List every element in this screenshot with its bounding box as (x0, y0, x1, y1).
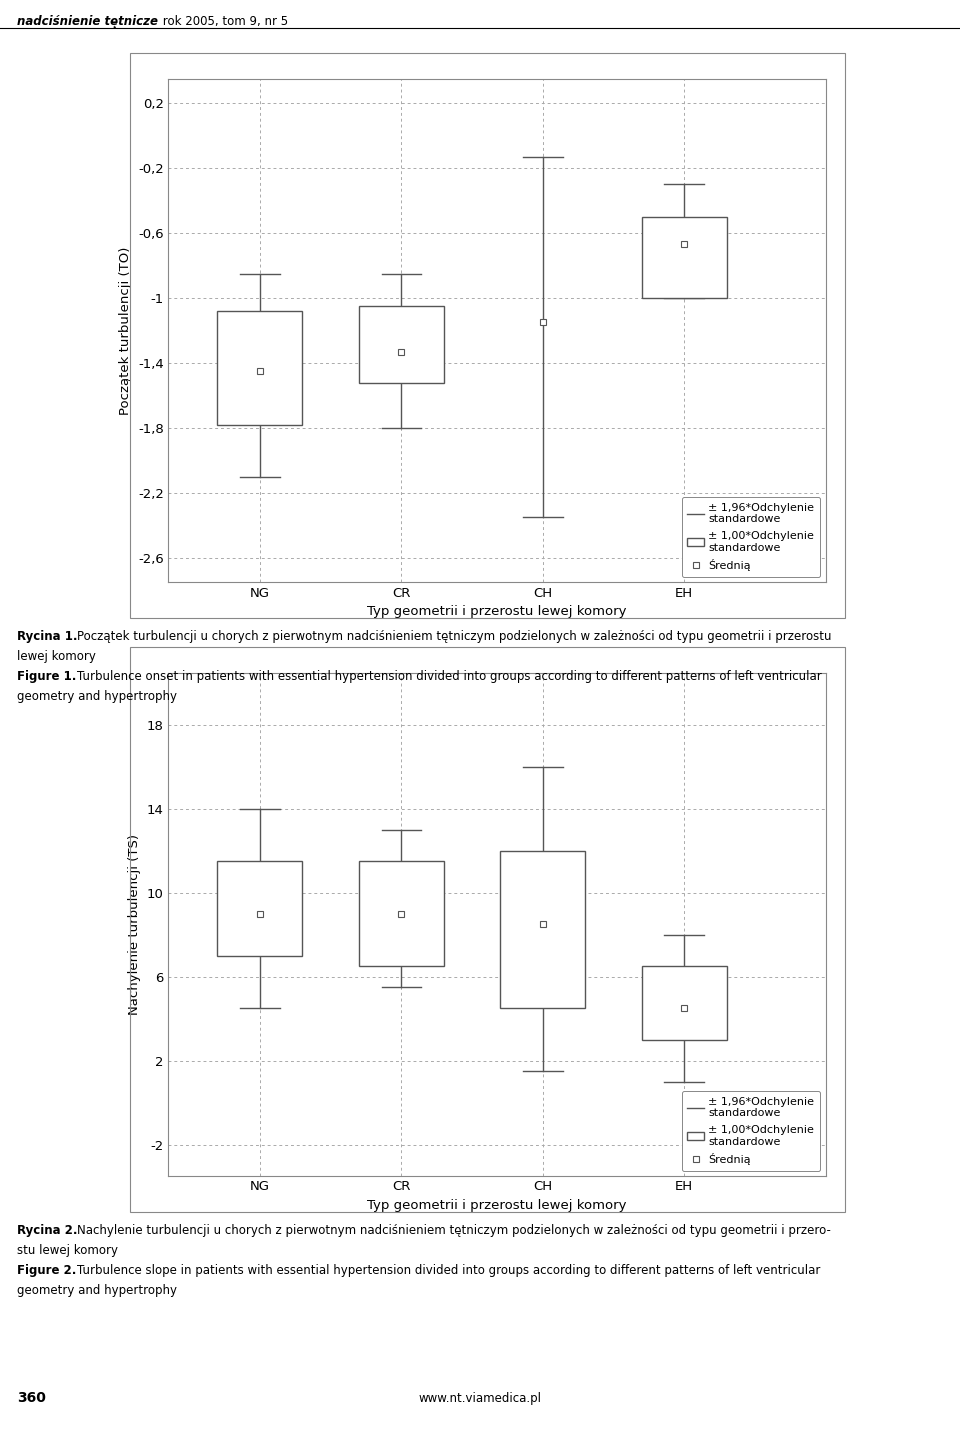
Text: stu lewej komory: stu lewej komory (17, 1244, 118, 1256)
Text: lewej komory: lewej komory (17, 650, 96, 663)
X-axis label: Typ geometrii i przerostu lewej komory: Typ geometrii i przerostu lewej komory (367, 605, 627, 618)
Text: Turbulence onset in patients with essential hypertension divided into groups acc: Turbulence onset in patients with essent… (77, 670, 822, 683)
Text: Figure 2.: Figure 2. (17, 1264, 77, 1276)
Bar (500, 851, 586, 1009)
Bar (218, 311, 302, 425)
Y-axis label: Nachylenie turbulencji (TS): Nachylenie turbulencji (TS) (129, 834, 141, 1015)
Legend: ± 1,96*Odchylenie
standardowe, ± 1,00*Odchylenie
standardowe, Średnią: ± 1,96*Odchylenie standardowe, ± 1,00*Od… (682, 1090, 820, 1171)
Text: Nachylenie turbulencji u chorych z pierwotnym nadciśnieniem tętniczym podzielony: Nachylenie turbulencji u chorych z pierw… (77, 1224, 830, 1236)
Text: 360: 360 (17, 1391, 46, 1405)
Text: Rycina 1.: Rycina 1. (17, 630, 78, 643)
Y-axis label: Początek turbulencji (TO): Początek turbulencji (TO) (119, 246, 132, 415)
Legend: ± 1,96*Odchylenie
standardowe, ± 1,00*Odchylenie
standardowe, Średnią: ± 1,96*Odchylenie standardowe, ± 1,00*Od… (682, 497, 820, 577)
Text: www.nt.viamedica.pl: www.nt.viamedica.pl (419, 1392, 541, 1405)
Bar (641, 218, 727, 298)
Bar (359, 306, 444, 382)
Bar (359, 861, 444, 966)
X-axis label: Typ geometrii i przerostu lewej komory: Typ geometrii i przerostu lewej komory (367, 1199, 627, 1212)
Text: Początek turbulencji u chorych z pierwotnym nadciśnieniem tętniczym podzielonych: Początek turbulencji u chorych z pierwot… (77, 630, 831, 643)
Text: nadciśnienie tętnicze: nadciśnienie tętnicze (17, 16, 158, 29)
Text: Rycina 2.: Rycina 2. (17, 1224, 78, 1236)
Text: Figure 1.: Figure 1. (17, 670, 77, 683)
Bar (641, 966, 727, 1040)
Text: rok 2005, tom 9, nr 5: rok 2005, tom 9, nr 5 (159, 16, 289, 29)
Bar (218, 861, 302, 956)
Text: geometry and hypertrophy: geometry and hypertrophy (17, 1284, 178, 1296)
Text: Turbulence slope in patients with essential hypertension divided into groups acc: Turbulence slope in patients with essent… (77, 1264, 820, 1276)
Text: geometry and hypertrophy: geometry and hypertrophy (17, 690, 178, 703)
